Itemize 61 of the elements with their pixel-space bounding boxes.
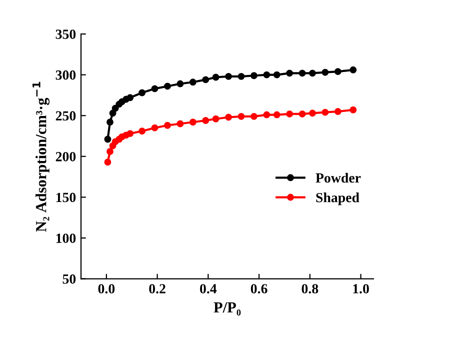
point [238,112,245,120]
point [106,118,114,126]
point [350,106,357,114]
point [322,108,329,116]
point [109,110,116,117]
point [286,110,294,118]
point [212,74,220,81]
point [263,71,270,78]
point [138,128,146,135]
point [151,124,158,132]
point [225,114,232,121]
y-tick-label: 100 [56,234,76,243]
point [202,117,210,124]
point [350,66,357,74]
point [273,71,280,78]
point [189,78,196,86]
point [151,85,158,92]
y-tick-label: 150 [56,192,76,202]
x-axis-title: P/P₀ [214,302,241,316]
point [176,120,184,128]
point [334,68,342,76]
y-tick-label: 300 [56,70,76,80]
point [298,70,306,77]
x-tick-label: 0.2 [149,284,166,294]
point [263,111,270,118]
point [126,130,134,138]
point [104,158,112,166]
point [250,112,258,120]
x-tick-label: 0.8 [302,284,318,294]
point [238,72,245,80]
point [212,115,220,122]
point [126,94,134,102]
y-tick-label: 250 [56,111,76,121]
legend-label: Shaped [316,192,360,206]
point [189,118,196,126]
x-tick-label: 0.6 [250,284,268,294]
point [164,122,171,129]
point [176,80,184,88]
point [104,136,112,143]
point [308,110,316,117]
point [334,108,342,115]
point [225,72,232,80]
point [106,148,114,155]
y-tick-label: 200 [56,152,76,162]
point [298,110,306,118]
point [286,70,294,77]
y-tick-label: 50 [62,274,76,284]
point [308,70,316,77]
point [164,82,171,90]
x-tick-label: 0.4 [200,284,217,294]
point [273,111,280,118]
point [202,76,210,84]
point [322,68,329,76]
point [112,104,119,112]
x-tick-label: 1.0 [353,284,369,294]
y-axis-title: N₂ Adsorption/cm³·g$^{−1}$ [32,82,50,232]
point [138,89,146,96]
point [250,72,258,80]
legend-label: Powder [316,172,361,183]
x-tick-label: 0.0 [98,284,115,294]
y-tick-label: 350 [56,30,76,39]
